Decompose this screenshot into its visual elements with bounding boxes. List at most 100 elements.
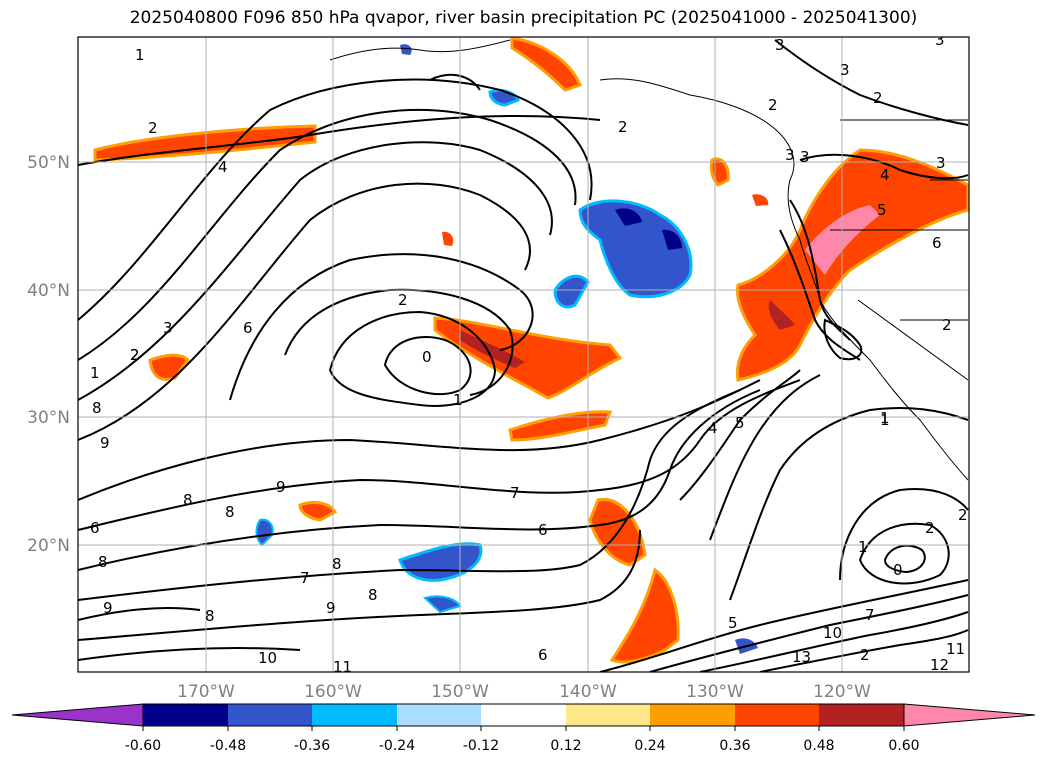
contour-line [709,374,821,541]
colorbar-segment [566,704,650,726]
contour-line [429,73,481,91]
colorbar-segment [650,704,735,726]
colorbar-tick-label: 0.24 [634,738,665,754]
contour-line [78,389,741,601]
contour-line [599,579,969,672]
contour-line [729,407,969,601]
chart-title: 2025040800 F096 850 hPa qvapor, river ba… [129,8,918,28]
shade-patch [93,124,317,162]
colorbar: -0.60 -0.48 -0.36 -0.24 -0.12 0.12 0.24 … [11,703,1036,754]
contour-label: 2 [398,291,408,309]
shade-patch [298,501,338,522]
contour-label: 9 [276,478,286,496]
colorbar-tick-label: -0.24 [379,738,415,754]
contour-line [858,522,950,585]
contour-label: 8 [183,491,193,509]
contour-label: 2 [130,346,140,364]
contour-label: 8 [98,553,108,571]
colorbar-ticks [142,726,905,731]
shade-patch [752,194,769,206]
shade-patch [255,518,274,547]
contour-line [883,544,926,574]
shade-patch [615,208,642,226]
contour-line [78,607,201,621]
contour-label: 6 [90,519,100,537]
contour-line [284,288,514,396]
colorbar-tick-label: -0.12 [463,738,499,754]
lat-tick-labels: 50°N 40°N 30°N 20°N [27,153,70,556]
contour-line [328,310,497,407]
contour-label: 3 [935,31,945,49]
lon-label: 130°W [686,682,744,702]
contour-label: 11 [333,658,352,676]
contour-label: 8 [332,555,342,573]
contour-line [649,594,969,672]
contour-label: 1 [90,364,100,382]
colorbar-tick-label: -0.60 [125,738,161,754]
colorbar-segment [312,704,397,726]
shade-patch [442,231,454,246]
contour-label: 13 [792,648,811,666]
colorbar-tick-label: -0.36 [294,738,330,754]
contour-label: 2 [873,89,883,107]
colorbar-tick-label: 0.12 [550,738,581,754]
contour-label: 2 [148,119,158,137]
contour-label: 2 [768,96,778,114]
colorbar-segment [481,704,566,726]
contour-labels: 1 2 4 3 2 3 3 2 2 6 2 0 1 3 2 1 8 9 9 8 [90,31,968,676]
contour-label: 1 [880,409,890,427]
lon-label: 120°W [813,682,871,702]
colorbar-segment [735,704,819,726]
contour-label: 8 [368,586,378,604]
shade-patch [768,300,795,330]
contour-label: 3 [775,36,785,54]
contour-label: 6 [538,646,548,664]
contour-line [383,336,472,396]
lat-label: 30°N [27,408,70,428]
contour-label: 1 [880,411,890,429]
contour-line [839,488,969,581]
contour-label: 8 [225,503,235,521]
coastline [329,39,969,481]
contour-line [78,379,801,531]
colorbar-frame [142,703,905,727]
contour-label: 8 [92,399,102,417]
contour-line [799,153,969,180]
contour-label: 3 [163,319,173,337]
colorbar-tick-label: -0.48 [210,738,246,754]
contour-label: 0 [893,561,903,579]
contour-label: 7 [300,569,310,587]
lat-label: 40°N [27,281,70,301]
contour-label: 12 [930,656,949,674]
lon-label: 150°W [431,682,489,702]
contour-label: 1 [135,46,145,64]
coast-line [599,78,969,481]
contour-label: 3 [936,154,946,172]
colorbar-segment [228,704,312,726]
contour-line [78,141,553,401]
contour-line [699,611,969,672]
contour-label: 5 [728,614,738,632]
contour-label: 3 [785,146,795,164]
shade-patch [460,330,525,368]
qvapor-contours [78,39,969,672]
contour-line [229,253,534,401]
contour-label: 2 [942,316,952,334]
shade-patch [508,410,613,442]
contour-label: 5 [735,414,745,432]
contour-label: 6 [932,234,942,252]
contour-label: 3 [800,148,810,166]
contour-label: 6 [243,319,253,337]
contour-label: 9 [103,599,113,617]
precip-shading [93,37,969,664]
contour-label: 8 [205,607,215,625]
contour-label: 1 [453,391,463,409]
contour-line [78,182,531,441]
contour-label: 6 [538,521,548,539]
contour-label: 0 [422,348,432,366]
lon-tick-labels: 170°W 160°W 150°W 140°W 130°W 120°W [177,682,871,702]
contour-label: 4 [218,158,228,176]
coast-line [329,39,511,61]
map-frame [77,36,970,673]
